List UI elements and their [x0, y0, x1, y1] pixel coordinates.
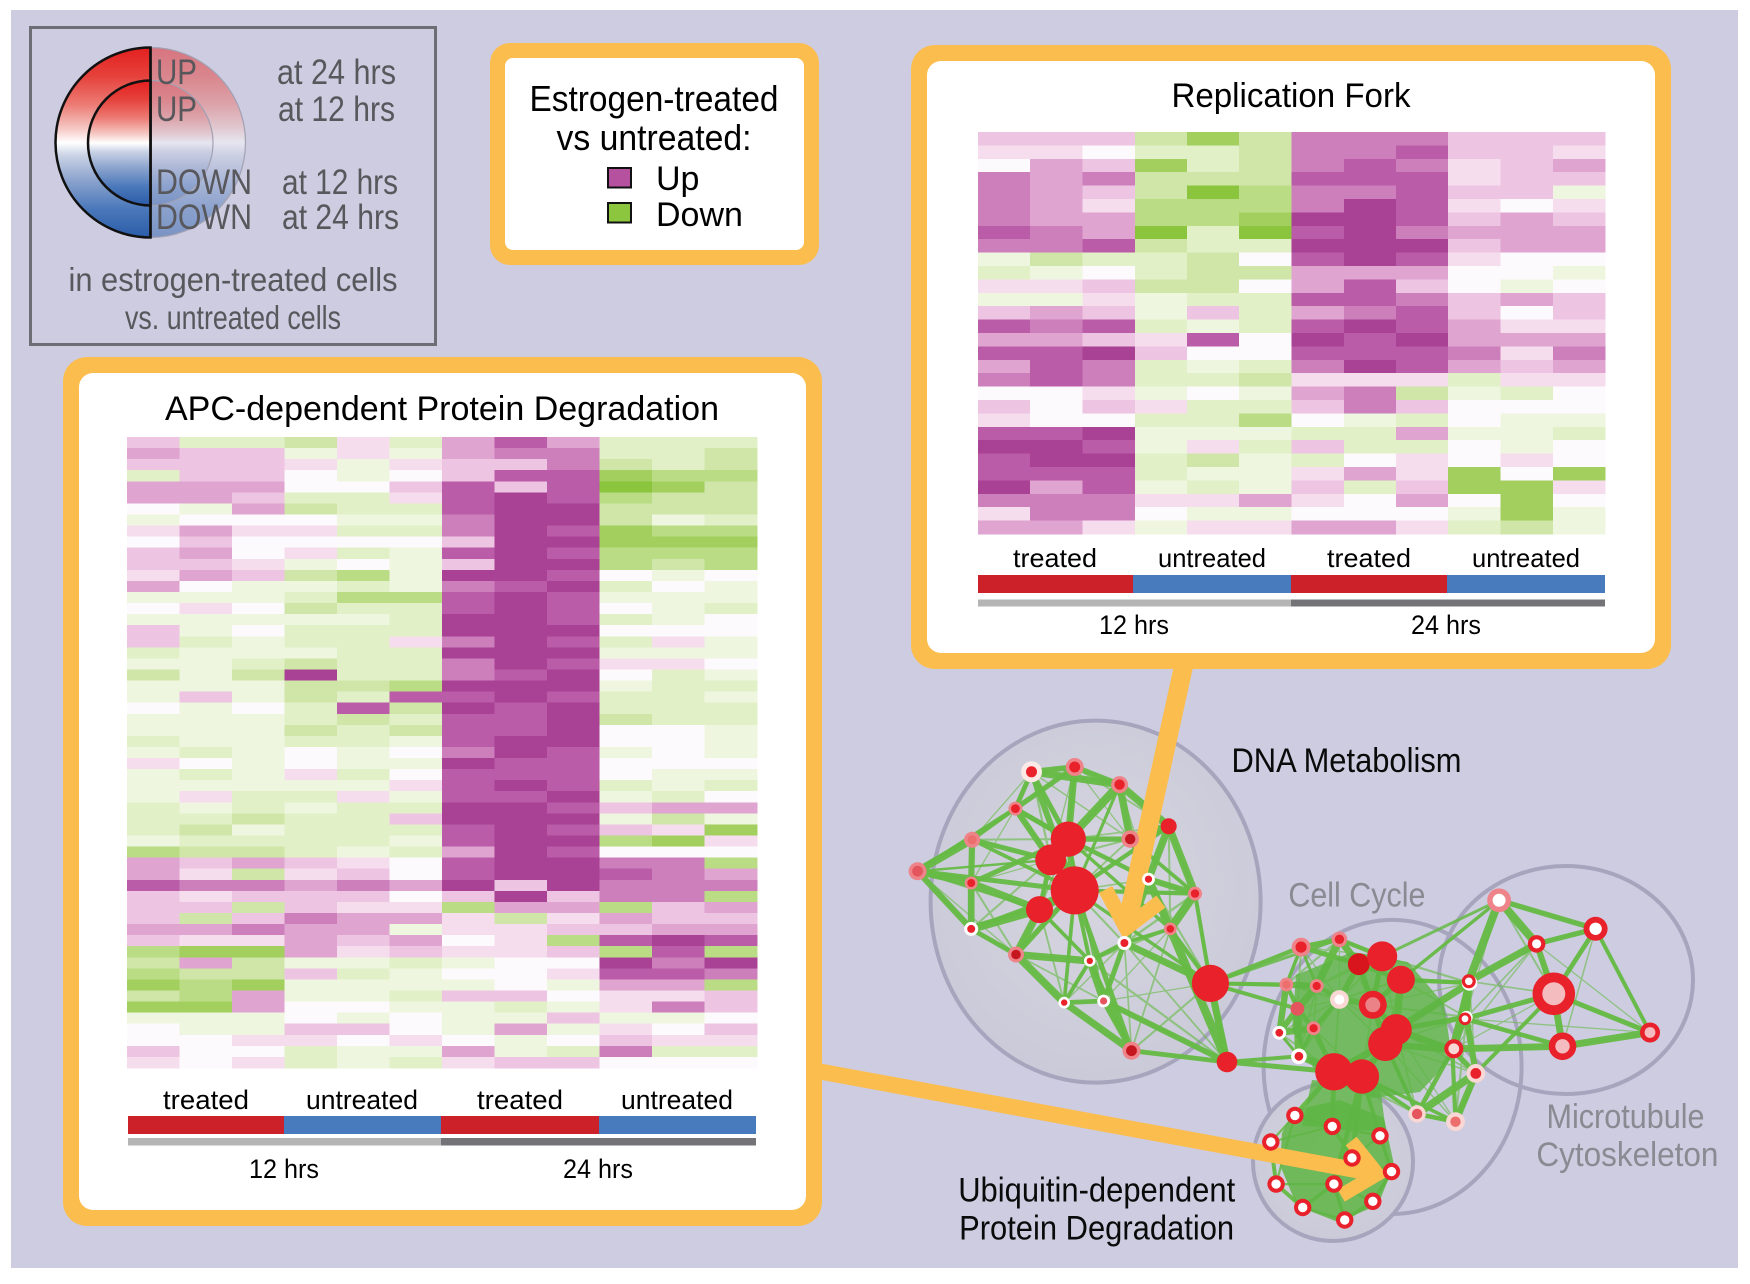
svg-text:untreated: untreated — [621, 1085, 733, 1115]
svg-text:Protein Degradation: Protein Degradation — [959, 1210, 1234, 1248]
svg-text:in estrogen-treated cells: in estrogen-treated cells — [69, 261, 398, 298]
svg-text:treated: treated — [477, 1085, 563, 1115]
svg-text:Cell Cycle: Cell Cycle — [1288, 877, 1425, 915]
svg-text:Ubiquitin-dependent: Ubiquitin-dependent — [958, 1172, 1236, 1210]
svg-text:APC-dependent Protein Degradat: APC-dependent Protein Degradation — [165, 390, 719, 428]
svg-text:Down: Down — [656, 196, 743, 234]
svg-text:Microtubule: Microtubule — [1547, 1098, 1705, 1136]
svg-text:12 hrs: 12 hrs — [249, 1154, 319, 1184]
svg-text:12 hrs: 12 hrs — [1099, 610, 1169, 640]
svg-text:vs untreated:: vs untreated: — [557, 117, 752, 158]
svg-text:UP: UP — [156, 90, 197, 129]
svg-text:DOWN: DOWN — [156, 198, 252, 237]
svg-text:at 12 hrs: at 12 hrs — [278, 90, 395, 129]
svg-text:DNA Metabolism: DNA Metabolism — [1232, 742, 1462, 780]
svg-text:treated: treated — [1013, 543, 1097, 573]
svg-text:24 hrs: 24 hrs — [563, 1154, 633, 1184]
svg-text:untreated: untreated — [306, 1085, 418, 1115]
svg-text:untreated: untreated — [1472, 543, 1580, 573]
svg-text:Up: Up — [656, 160, 699, 198]
svg-text:DOWN: DOWN — [156, 163, 252, 202]
svg-text:at 24 hrs: at 24 hrs — [277, 53, 396, 92]
svg-text:UP: UP — [156, 53, 197, 92]
svg-text:at 24 hrs: at 24 hrs — [282, 198, 399, 237]
svg-text:treated: treated — [163, 1085, 249, 1115]
svg-text:untreated: untreated — [1158, 543, 1266, 573]
svg-text:at 12 hrs: at 12 hrs — [282, 163, 398, 202]
svg-text:Estrogen-treated: Estrogen-treated — [530, 78, 779, 119]
svg-text:treated: treated — [1327, 543, 1411, 573]
svg-text:vs. untreated cells: vs. untreated cells — [125, 299, 341, 336]
svg-text:24 hrs: 24 hrs — [1411, 610, 1481, 640]
svg-text:Cytoskeleton: Cytoskeleton — [1536, 1136, 1718, 1174]
svg-text:Replication Fork: Replication Fork — [1172, 77, 1412, 115]
